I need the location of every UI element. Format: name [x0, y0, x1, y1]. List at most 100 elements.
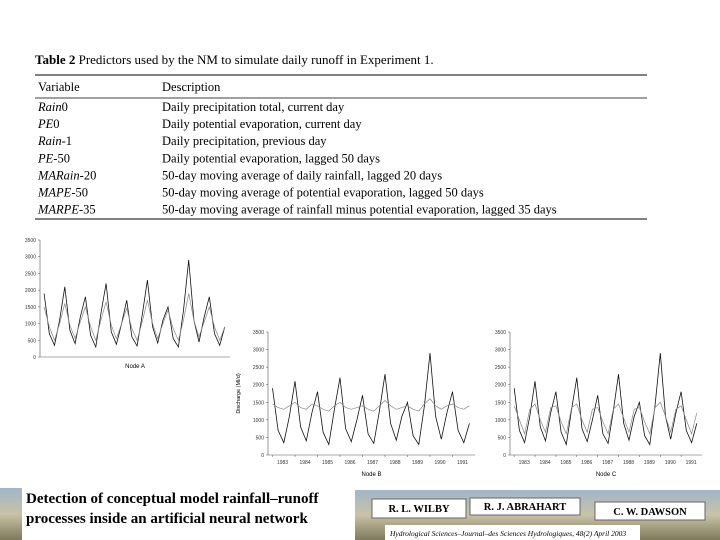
variable-cell: MARPE-35	[37, 203, 96, 217]
x-tick-label: 1986	[344, 460, 355, 466]
table-title: Table 2 Predictors used by the NM to sim…	[35, 52, 434, 67]
y-tick-label: 2000	[253, 383, 264, 389]
x-tick-label: 1987	[602, 460, 613, 466]
variable-suffix: -50	[71, 186, 88, 200]
x-tick-label: 1985	[560, 460, 571, 466]
author-box	[371, 498, 467, 519]
variable-italic: MARPE	[37, 203, 79, 217]
series-line	[272, 353, 470, 446]
x-tick-label: 1990	[665, 460, 676, 466]
y-tick-label: 1500	[495, 400, 506, 406]
variable-italic: PE	[37, 117, 54, 131]
y-tick-label: 3000	[25, 255, 36, 261]
variable-cell: PE0	[37, 117, 60, 131]
description-cell: Daily precipitation total, current day	[162, 100, 345, 114]
header-cell: Variable	[38, 80, 80, 94]
variable-italic: MARain	[37, 168, 80, 182]
variable-italic: MAPE	[37, 186, 72, 200]
description-cell: 50-day moving average of potential evapo…	[162, 186, 484, 200]
y-tick-label: 2500	[495, 365, 506, 371]
author-box	[594, 501, 706, 521]
photo-strip	[0, 488, 22, 540]
author: R. L. WILBY	[388, 504, 449, 515]
y-tick-label: 2500	[253, 365, 264, 371]
y-tick-label: 0	[33, 355, 36, 361]
author: C. W. DAWSON	[613, 507, 687, 518]
y-tick-label: 2000	[495, 383, 506, 389]
variable-cell: Rain0	[37, 100, 68, 114]
x-tick-label: 1985	[322, 460, 333, 466]
series-line	[272, 398, 470, 412]
x-tick-label: 1990	[434, 460, 445, 466]
description-cell: 50-day moving average of rainfall minus …	[162, 203, 557, 217]
variable-suffix: -1	[62, 134, 72, 148]
table-caption: Predictors used by the NM to simulate da…	[79, 52, 434, 67]
variable-italic: PE	[37, 151, 54, 165]
x-tick-label: 1984	[539, 460, 550, 466]
variable-suffix: -35	[79, 203, 96, 217]
variable-cell: MARain-20	[37, 168, 96, 182]
chart: 0 500 1000 1500 2000 2500 3000 3500 Node A	[25, 238, 230, 370]
y-tick-label: 500	[498, 435, 507, 441]
description-cell: Daily precipitation, previous day	[162, 134, 327, 148]
chart: 0 500 1000 1500 2000 2500 3000 3500 1983 1984 1985…	[236, 330, 475, 478]
footer-title: Detection of conceptual model rainfall–r…	[26, 491, 319, 507]
y-tick-label: 500	[28, 338, 37, 344]
y-tick-label: 1500	[25, 305, 36, 311]
x-tick-label: 1984	[299, 460, 310, 466]
y-tick-label: 3500	[495, 330, 506, 336]
y-tick-label: 3000	[253, 348, 264, 354]
y-tick-label: 1000	[495, 418, 506, 424]
variable-italic: Rain	[37, 134, 62, 148]
x-label: Node A	[125, 364, 145, 370]
variable-suffix: -20	[80, 168, 97, 182]
y-tick-label: 2500	[25, 271, 36, 277]
y-tick-label: 1000	[25, 322, 36, 328]
y-tick-label: 3000	[495, 348, 506, 354]
variable-italic: Rain	[37, 100, 62, 114]
y-tick-label: 0	[261, 453, 264, 459]
footer-title: processes inside an artificial neural ne…	[26, 511, 308, 527]
y-tick-label: 1000	[253, 418, 264, 424]
x-tick-label: 1986	[581, 460, 592, 466]
variable-cell: MAPE-50	[37, 186, 88, 200]
x-tick-label: 1989	[644, 460, 655, 466]
x-label: Node B	[361, 472, 381, 478]
description-cell: 50-day moving average of daily rainfall,…	[162, 168, 442, 182]
header-cell: Description	[162, 80, 221, 94]
journal: Hydrological Sciences–Journal–des Scienc…	[389, 529, 626, 538]
table: Table 2 Predictors used by the NM to sim…	[35, 52, 647, 220]
y-tick-label: 3500	[253, 330, 264, 336]
x-tick-label: 1987	[367, 460, 378, 466]
variable-suffix: -50	[53, 151, 70, 165]
author: R. J. ABRAHART	[484, 502, 566, 513]
y-tick-label: 3500	[25, 238, 36, 244]
description-cell: Daily potential evaporation, lagged 50 d…	[162, 151, 380, 165]
x-tick-label: 1988	[623, 460, 634, 466]
author-box	[469, 497, 581, 516]
variable-suffix: 0	[62, 100, 68, 114]
y-label: Discharge (Ml/d)	[236, 373, 242, 414]
footer: Detection of conceptual model rainfall–r…	[0, 488, 720, 540]
table-label: Table 2	[35, 52, 75, 67]
chart: 0 500 1000 1500 2000 2500 3000 3500 1983 1984 1985…	[495, 330, 702, 478]
series-line	[513, 401, 698, 436]
x-tick-label: 1983	[277, 460, 288, 466]
y-tick-label: 2000	[25, 288, 36, 294]
series-line	[513, 353, 698, 446]
x-tick-label: 1988	[389, 460, 400, 466]
series-line	[43, 293, 226, 342]
journal-box	[385, 525, 640, 540]
x-label: Node C	[596, 472, 617, 478]
x-tick-label: 1991	[457, 460, 468, 466]
x-tick-label: 1989	[412, 460, 423, 466]
y-tick-label: 500	[256, 435, 265, 441]
y-tick-label: 1500	[253, 400, 264, 406]
variable-cell: Rain-1	[37, 134, 72, 148]
x-tick-label: 1991	[686, 460, 697, 466]
x-tick-label: 1983	[519, 460, 530, 466]
description-cell: Daily potential evaporation, current day	[162, 117, 362, 131]
variable-suffix: 0	[53, 117, 59, 131]
